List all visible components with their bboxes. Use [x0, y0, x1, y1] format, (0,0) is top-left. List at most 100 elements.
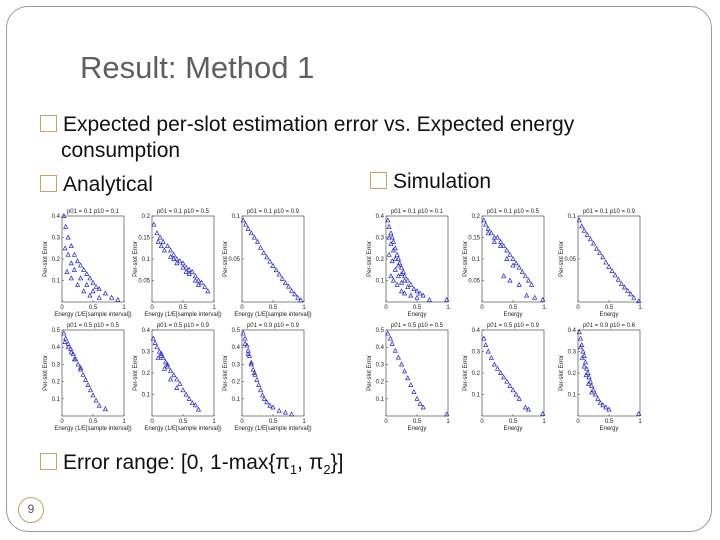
data-point	[621, 284, 628, 290]
error-range-sub1: 1	[289, 462, 298, 478]
data-point	[609, 268, 615, 273]
data-point	[594, 245, 600, 251]
plot-svg: p01 = 0.1 p10 = 0.5 0 0.5 1 0.05 0.1 0.15 0.2 En…	[133, 209, 222, 318]
plot-svg: p01 = 0.5 p10 = 0.50 0.5 10.10.20.30.40.5E…	[367, 323, 450, 432]
x-tick-label: 0.5	[605, 419, 614, 425]
data-point	[516, 281, 522, 287]
data-point	[186, 395, 192, 401]
y-tick-label: 0.5	[376, 328, 385, 334]
x-axis-label: Energy	[503, 312, 522, 318]
plot-axes-box	[151, 329, 215, 417]
x-tick-label: 0	[384, 305, 388, 311]
data-point	[80, 371, 86, 377]
data-point	[584, 231, 590, 237]
x-tick-label: 0	[60, 305, 64, 311]
data-point	[78, 275, 84, 281]
plot-svg: p01 = 0.5 p10 = 0.50 0.5 10.10.20.30.40.5E…	[43, 323, 132, 432]
plot-axes-box	[481, 215, 545, 303]
data-point	[625, 287, 631, 293]
data-point	[65, 251, 71, 257]
data-point	[276, 407, 282, 413]
data-point	[524, 292, 530, 298]
data-point	[389, 234, 395, 240]
x-tick-label: 0.5	[605, 305, 614, 311]
x-tick-label: 0.5	[269, 419, 278, 425]
x-tick-label: 0.5	[509, 305, 518, 311]
y-tick-label: 0.1	[472, 257, 481, 263]
data-point	[87, 292, 93, 298]
data-point	[189, 400, 195, 406]
plot-axes-box	[577, 329, 641, 417]
data-point	[507, 251, 513, 257]
data-point	[636, 410, 642, 416]
data-point	[75, 361, 81, 367]
data-point	[501, 273, 507, 279]
data-point	[63, 335, 69, 341]
data-point	[251, 234, 257, 240]
data-point	[582, 359, 589, 365]
plot-svg: p01 = 0.9 p10 = 0.90 0.5 10.10.20.30.40.5E…	[223, 323, 312, 432]
y-tick-label: 0.05	[138, 279, 150, 285]
data-point	[501, 374, 507, 380]
data-point	[164, 361, 171, 367]
data-point	[295, 294, 301, 300]
error-range-end: }]	[330, 451, 344, 474]
data-point	[174, 376, 180, 382]
x-axis-label: Energy (1/E[sample interval])	[144, 426, 221, 432]
data-point	[96, 294, 102, 300]
data-point	[390, 247, 397, 253]
data-point	[414, 395, 420, 401]
data-point	[68, 349, 74, 355]
data-point	[398, 361, 405, 367]
data-point	[600, 254, 606, 260]
data-point	[386, 251, 392, 257]
data-point	[248, 230, 254, 236]
data-point	[189, 268, 195, 274]
y-tick-label: 0.3	[52, 362, 61, 368]
y-tick-label: 0.2	[376, 257, 385, 263]
data-point	[577, 335, 584, 341]
y-tick-label: 0.05	[228, 257, 240, 263]
data-point	[163, 359, 169, 365]
data-point	[71, 266, 77, 272]
plot-svg: p01 = 0.1 p10 = 0.1 0 0.5 1 0.1 0.2 0.3 0.4 Ener…	[43, 209, 132, 318]
y-tick-label: 0.1	[376, 279, 385, 285]
data-point	[516, 395, 522, 401]
plot-title: p01 = 0.9 p10 = 0.6	[583, 323, 636, 329]
x-tick-label: 1	[302, 305, 306, 311]
y-axis-label: Per-slot Error	[559, 241, 565, 277]
y-tick-label: 0.3	[52, 236, 61, 242]
data-point	[603, 259, 609, 265]
data-point	[392, 347, 398, 353]
data-point	[65, 344, 71, 350]
data-point	[102, 406, 108, 412]
data-point	[488, 354, 494, 360]
y-tick-label: 0.1	[232, 397, 241, 403]
data-point	[243, 221, 249, 227]
y-axis-label: Per-slot Error	[133, 241, 139, 277]
y-axis-label: Per-slot Error	[463, 241, 469, 277]
data-point	[259, 392, 266, 398]
scatter-plot-simulation: p01 = 0.5 p10 = 0.9 0 0.5 1 0.1 0.2 0.3 0.4 Ener…	[458, 320, 548, 432]
data-point	[261, 250, 267, 255]
data-point	[195, 406, 202, 412]
x-tick-label: 1	[122, 419, 126, 425]
data-point	[485, 225, 491, 231]
scatter-plot-analytical: p01 = 0.5 p10 = 0.9 0 0.5 1 0.1 0.2 0.3 0.4 Ener…	[128, 320, 222, 432]
y-tick-label: 0.5	[232, 328, 241, 334]
data-point	[398, 288, 405, 294]
scatter-plot-analytical: p01 = 0.5 p10 = 0.5 0 0.5 1 0.1 0.2 0.3 0.4 0.5 E…	[38, 320, 132, 432]
y-tick-label: 0.3	[472, 350, 481, 356]
data-point	[298, 297, 304, 303]
y-tick-label: 0.3	[232, 362, 241, 368]
x-axis-label: Energy	[599, 426, 618, 432]
data-point	[205, 288, 211, 294]
bullet-box-icon	[370, 171, 387, 189]
data-point	[174, 260, 180, 266]
data-point	[402, 290, 408, 296]
data-point	[152, 339, 158, 345]
plot-svg: p01 = 0.1 p10 = 0.9 0 0.5 1 0.05 0.1 Energy (1…	[223, 209, 312, 318]
scatter-plot-simulation: p01 = 0.1 p10 = 0.5 0 0.5 1 0.05 0.1 0.15 0.2 En…	[458, 206, 548, 318]
x-tick-label: 0	[480, 419, 484, 425]
bullet-simulation: Simulation	[370, 169, 491, 195]
